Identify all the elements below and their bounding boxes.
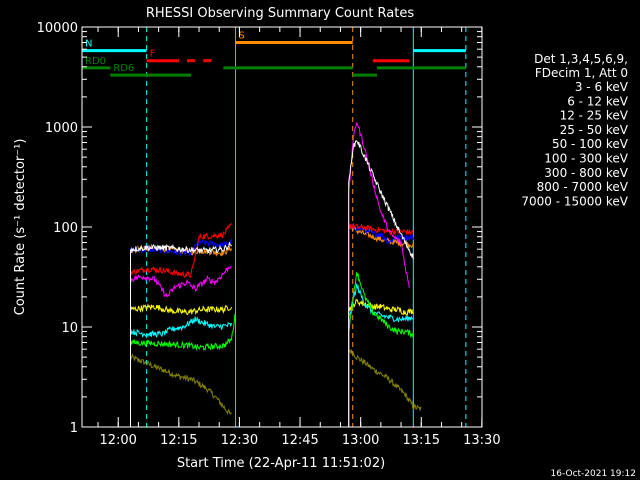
series-line-7000-15000-kev-1	[130, 353, 232, 427]
x-tick-label-5: 13:15	[403, 433, 440, 448]
y-tick-label-0: 1	[70, 421, 78, 436]
x-axis-label: Start Time (22-Apr-11 11:51:02)	[177, 456, 385, 471]
series-line-7000-15000-kev-2	[348, 349, 422, 427]
x-tick-label-0: 12:00	[99, 433, 136, 448]
y-tick-label-2: 100	[53, 221, 78, 236]
legend-item-6-12-kev: 6 - 12 keV	[567, 94, 629, 108]
series-line-100-300-kev-2	[348, 223, 414, 427]
legend-item-3-6-kev: 3 - 6 keV	[575, 80, 629, 94]
x-tick-label-4: 13:00	[342, 433, 379, 448]
series-line-25-50-kev-2	[348, 283, 414, 427]
series-line-3-6-kev-1	[130, 242, 232, 427]
flag-label-rd6: RD6	[113, 63, 134, 74]
legend-item-7000-15000-kev: 7000 - 15000 keV	[521, 194, 628, 208]
series-line-6-12-kev-1	[130, 265, 232, 427]
series-line-50-100-kev-2	[348, 298, 414, 427]
series-line-25-50-kev-1	[130, 316, 232, 427]
series-line-800-7000-kev-2	[348, 225, 414, 427]
x-tick-label-6: 13:30	[463, 433, 500, 448]
legend-item-800-7000-kev: 800 - 7000 keV	[537, 180, 629, 194]
series-line-6-12-kev-2	[348, 122, 410, 427]
legend-header-2: FDecim 1, Att 0	[535, 66, 628, 80]
axes: 1 10 100 1000 10000 12:00 12:15 12:30 12:45 13:00…	[37, 21, 501, 448]
legend-item-25-50-kev: 25 - 50 keV	[560, 123, 629, 137]
x-tick-label-2: 12:30	[221, 433, 258, 448]
legend-item-100-300-kev: 100 - 300 keV	[544, 152, 628, 166]
series-line-12-25-kev-2	[348, 272, 414, 427]
legend-item-300-800-kev: 300 - 800 keV	[544, 166, 628, 180]
series-line-50-100-kev-1	[130, 303, 232, 427]
legend-header-1: Det 1,3,4,5,6,9,	[534, 52, 628, 66]
flag-label-f: F	[150, 49, 156, 60]
legend-item-50-100-kev: 50 - 100 keV	[552, 137, 629, 151]
flag-label-s: S	[239, 30, 245, 41]
y-tick-label-3: 1000	[45, 121, 78, 136]
legend-item-12-25-kev: 12 - 25 keV	[560, 109, 629, 123]
x-tick-label-3: 12:45	[281, 433, 318, 448]
plot-area: N F S RD0 RD6	[81, 27, 467, 427]
y-axis-label: Count Rate (s⁻¹ detector⁻¹)	[13, 139, 28, 316]
flag-label-n: N	[85, 39, 92, 50]
footer-date: 16-Oct-2021 19:12	[551, 469, 636, 479]
series-line-100-300-kev-1	[130, 222, 232, 427]
x-tick-label-1: 12:15	[160, 433, 197, 448]
flag-label-rd0: RD0	[85, 56, 106, 67]
series-line-3-6-kev-2	[348, 140, 414, 427]
series-line-12-25-kev-1	[130, 313, 236, 427]
chart-title: RHESSI Observing Summary Count Rates	[146, 6, 415, 21]
y-tick-label-1: 10	[61, 321, 78, 336]
y-tick-label-4: 10000	[37, 21, 78, 36]
legend: Det 1,3,4,5,6,9, FDecim 1, Att 0 3 - 6 k…	[521, 52, 628, 208]
